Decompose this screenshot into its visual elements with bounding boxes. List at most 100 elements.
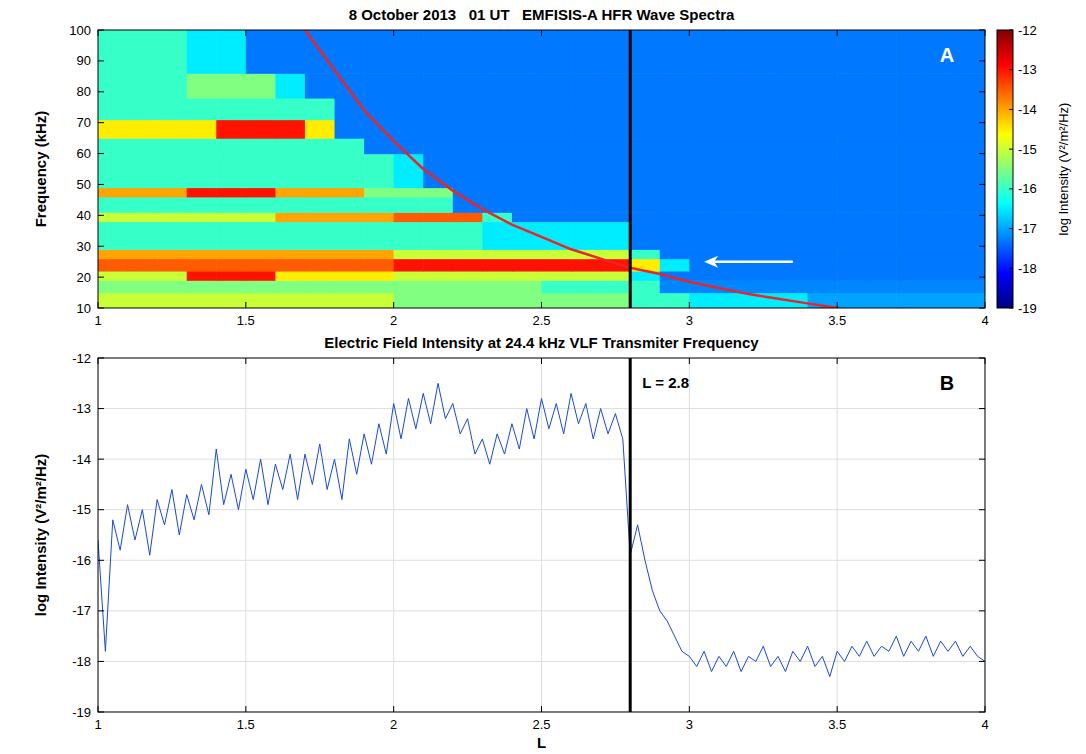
y-tick-label: 90 — [77, 53, 91, 68]
heatmap-cell — [335, 138, 365, 154]
grid-line — [393, 358, 394, 712]
heatmap-cell — [364, 138, 394, 154]
colorbar-tick — [1009, 109, 1013, 110]
heatmap-cell — [808, 138, 838, 154]
heatmap-cell — [896, 280, 926, 293]
plot-background — [98, 358, 985, 712]
heatmap-cell — [453, 249, 483, 259]
heatmap-cell — [660, 212, 690, 222]
heatmap-cell — [601, 154, 631, 189]
heatmap-cell — [394, 120, 424, 139]
colorbar-tick-label: -19 — [1018, 301, 1037, 316]
heatmap-cell — [364, 197, 394, 213]
heatmap-cell — [216, 259, 246, 272]
plot-area — [98, 358, 985, 712]
heatmap-cell — [335, 280, 365, 293]
colorbar-tick-label: -18 — [1018, 261, 1037, 276]
heatmap-cell — [837, 154, 867, 189]
tick-mark — [837, 706, 838, 712]
x-tick-label: 1.5 — [237, 313, 255, 328]
heatmap-cell — [512, 249, 542, 259]
heatmap-cell — [187, 280, 217, 293]
heatmap-cell — [275, 197, 305, 213]
heatmap-cell — [512, 271, 542, 281]
heatmap-cell — [571, 259, 601, 272]
heatmap-cell — [867, 154, 897, 189]
heatmap-cell — [542, 73, 572, 98]
heatmap-cell — [216, 120, 246, 139]
heatmap-cell — [157, 293, 187, 308]
grid-line — [837, 358, 838, 712]
heatmap-cell — [453, 293, 483, 308]
line-series — [305, 30, 837, 308]
heatmap-cell — [926, 271, 956, 281]
tick-mark — [98, 91, 104, 92]
tick-mark — [98, 153, 104, 154]
x-tick-label: 1 — [94, 313, 101, 328]
colorbar-tick — [1009, 228, 1013, 229]
heatmap-cell — [335, 293, 365, 308]
heatmap-cell — [157, 249, 187, 259]
tick-mark — [979, 184, 985, 185]
heatmap-cell — [275, 271, 305, 281]
heatmap-cell — [837, 293, 867, 308]
heatmap-cell — [542, 197, 572, 213]
heatmap-cell — [187, 222, 217, 250]
heatmap-cell — [512, 30, 542, 74]
heatmap-cell — [128, 212, 158, 222]
heatmap-cell — [660, 197, 690, 213]
heatmap-cell — [187, 73, 217, 98]
heatmap-cell — [246, 222, 276, 250]
heatmap-cell — [926, 212, 956, 222]
heatmap-cell — [955, 222, 985, 250]
tick-mark — [98, 302, 99, 308]
heatmap-cell — [778, 222, 808, 250]
heatmap-cell — [837, 30, 867, 74]
heatmap-cell — [275, 280, 305, 293]
heatmap-cell — [128, 271, 158, 281]
heatmap-cell — [837, 259, 867, 272]
heatmap-cell — [778, 197, 808, 213]
tick-mark — [979, 408, 985, 409]
heatmap-cell — [867, 197, 897, 213]
tick-mark — [98, 184, 104, 185]
colorbar-tick-label: -14 — [1018, 102, 1037, 117]
tick-mark — [979, 122, 985, 123]
heatmap-cell — [660, 30, 690, 74]
heatmap-cell — [364, 259, 394, 272]
heatmap-cell — [896, 73, 926, 98]
heatmap-cell — [275, 212, 305, 222]
heatmap-cell — [364, 293, 394, 308]
heatmap-cell — [157, 73, 187, 98]
tick-mark — [979, 60, 985, 61]
heatmap-cell — [364, 222, 394, 250]
heatmap-cell — [394, 280, 424, 293]
heatmap-cell — [837, 271, 867, 281]
heatmap-cell — [896, 249, 926, 259]
heatmap-cell — [157, 280, 187, 293]
heatmap-cell — [98, 154, 128, 189]
heatmap-cell — [305, 212, 335, 222]
heatmap-cell — [689, 30, 719, 74]
tick-mark — [98, 30, 104, 31]
tick-mark — [245, 30, 246, 36]
heatmap-cell — [335, 259, 365, 272]
tick-mark — [98, 706, 99, 712]
heatmap-cell — [246, 30, 276, 74]
heatmap-cell — [335, 154, 365, 189]
tick-mark — [541, 358, 542, 364]
heatmap-cell — [187, 30, 217, 74]
heatmap-cell — [955, 73, 985, 98]
tick-mark — [98, 277, 104, 278]
y-tick-label: -19 — [72, 705, 91, 720]
grid-line — [98, 560, 985, 561]
heatmap-cell — [216, 222, 246, 250]
heatmap-cell — [689, 293, 719, 308]
x-axis-title: L — [537, 734, 546, 751]
heatmap-cell — [778, 30, 808, 74]
tick-mark — [98, 560, 104, 561]
x-tick-label: 3 — [686, 313, 693, 328]
heatmap-cell — [867, 30, 897, 74]
figure: 11.522.533.541020304050607080901008 Octo… — [0, 0, 1086, 754]
heatmap-cell — [601, 212, 631, 222]
